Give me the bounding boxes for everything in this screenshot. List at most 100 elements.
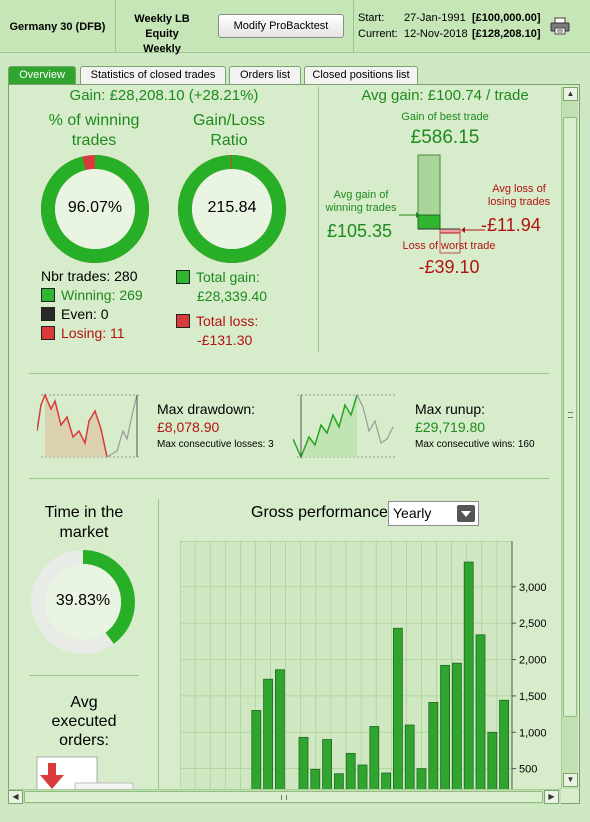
pct-winning-title-2: trades <box>71 132 117 149</box>
total-gain-swatch <box>176 270 190 284</box>
tab-overview[interactable]: Overview <box>8 66 76 85</box>
scroll-up-button[interactable]: ▲ <box>563 87 578 101</box>
pct-winning-value: 96.07% <box>67 199 123 216</box>
gain-loss-title-2: Ratio <box>210 132 248 149</box>
avg-loss-label-2: losing trades <box>487 196 551 208</box>
start-value: [£100,000.00] <box>472 12 541 24</box>
current-date: 12-Nov-2018 <box>404 28 468 40</box>
drawdown-line-after <box>106 394 138 458</box>
avg-orders-title: Avg executed orders: <box>29 693 139 750</box>
chart-ytick-label: 3,000 <box>519 582 547 594</box>
drawdown-sub: Max consecutive losses: 3 <box>157 439 274 450</box>
time-market-title-2: market <box>59 524 109 541</box>
chart-bar <box>392 627 403 803</box>
tab-orders-list[interactable]: Orders list <box>229 66 301 84</box>
current-label: Current: <box>358 28 398 40</box>
chart-bar <box>345 752 356 803</box>
vertical-scrollbar[interactable]: ▲ ▼ <box>561 87 578 789</box>
scroll-grip-h-icon <box>281 795 287 800</box>
chart-bar <box>440 664 451 803</box>
chart-ytick-label: 500 <box>519 764 537 776</box>
vertical-scroll-thumb[interactable] <box>563 117 577 717</box>
total-gain-value: £28,339.40 <box>197 288 268 304</box>
donut2-center <box>192 169 272 249</box>
horizontal-scroll-thumb[interactable] <box>24 791 543 803</box>
down-arrow-stem <box>48 763 56 777</box>
runup-area <box>301 395 357 457</box>
total-loss-swatch <box>176 314 190 328</box>
time-market-title: Time in the market <box>29 503 139 543</box>
drawdown-area <box>45 395 107 457</box>
runup-title: Max runup: <box>415 401 486 417</box>
total-loss-label: Total loss: <box>196 313 259 329</box>
chart-bar <box>310 768 321 803</box>
avg-orders-title-2: executed <box>51 713 117 730</box>
winning-count: Winning: 269 <box>41 287 143 303</box>
avg-gain-title: Avg gain: £100.74 / trade <box>327 87 563 104</box>
chart-bar <box>404 724 415 803</box>
period-select[interactable]: Yearly <box>388 501 479 526</box>
pct-winning-donut <box>41 155 149 263</box>
worst-trade-label: Loss of worst trade <box>402 240 496 252</box>
chart-bar <box>298 736 309 803</box>
runup-value: £29,719.80 <box>415 419 486 435</box>
gain-loss-title-1: Gain/Loss <box>192 112 266 129</box>
runup-line-after <box>356 394 394 444</box>
losing-count: Losing: 11 <box>41 325 125 341</box>
total-loss: Total loss: -£131.30 <box>176 312 258 350</box>
header: Germany 30 (DFB) Weekly LB Equity Weekly… <box>0 0 590 55</box>
chart-ytick-label: 1,500 <box>519 691 547 703</box>
current-row: Current: 12-Nov-2018 [£128,208.10] <box>358 28 541 42</box>
time-market-arc <box>31 550 135 654</box>
chart-bar <box>451 662 462 803</box>
strategy-cell: Weekly LB Equity Weekly Modify ProBackte… <box>116 0 354 55</box>
chart-bar <box>475 634 486 803</box>
avg-win-label-1: Avg gain of <box>333 189 389 201</box>
gross-performance-chart: 500 1,000 1,500 2,000 2,500 3,000 <box>180 541 547 803</box>
down-arrow-icon <box>40 775 64 789</box>
printer-icon[interactable] <box>550 17 570 35</box>
avg-loss-arrow <box>461 227 465 233</box>
chart-bar <box>263 678 273 803</box>
start-date: 27-Jan-1991 <box>404 12 466 24</box>
avg-win-label-2: winning trades <box>325 202 397 214</box>
strategy-line-1: Weekly LB Equity <box>134 13 190 40</box>
date-range-cell: Start: 27-Jan-1991 [£100,000.00] Current: 1… <box>354 0 590 53</box>
modify-probacktest-button[interactable]: Modify ProBacktest <box>218 14 344 38</box>
tab-statistics[interactable]: Statistics of closed trades <box>80 66 226 84</box>
scroll-left-button[interactable]: ◀ <box>8 790 23 804</box>
winning-text: Winning: 269 <box>61 287 143 303</box>
scroll-down-button[interactable]: ▼ <box>563 773 578 787</box>
time-market-center <box>45 564 121 640</box>
worst-trade-value: -£39.10 <box>418 257 480 277</box>
best-trade-value: £586.15 <box>410 127 480 148</box>
chart-bar <box>357 764 368 803</box>
gain-loss-title: Gain/Loss Ratio <box>169 111 289 151</box>
chart-ytick-label: 2,000 <box>519 655 547 667</box>
horizontal-scrollbar[interactable]: ◀ ▶ <box>8 789 561 804</box>
even-count: Even: 0 <box>41 306 108 322</box>
strategy-line-2: Weekly <box>143 43 181 55</box>
gross-title: Gross performance <box>251 504 388 521</box>
chart-bar <box>416 768 427 803</box>
drawdown-title: Max drawdown: <box>157 401 256 417</box>
avg-win-value: £105.35 <box>327 221 393 241</box>
gain-loss-value: 215.84 <box>207 199 257 216</box>
chevron-down-icon[interactable] <box>457 505 475 522</box>
avg-loss-bar <box>439 228 461 234</box>
donut2-gain-arc <box>178 155 286 263</box>
scroll-right-button[interactable]: ▶ <box>544 790 559 804</box>
start-label: Start: <box>358 12 385 24</box>
avg-gain-bar-diagram <box>399 154 485 254</box>
donut-center <box>55 169 135 249</box>
avg-orders-title-1: Avg <box>70 694 98 711</box>
scroll-grip-icon <box>568 412 573 418</box>
start-row: Start: 27-Jan-1991 [£100,000.00] <box>358 12 541 26</box>
current-value: [£128,208.10] <box>472 28 541 40</box>
section-divider-3 <box>29 675 139 676</box>
chart-bar <box>499 699 510 803</box>
chart-bar <box>369 726 380 803</box>
avg-gain-title-text: Avg gain: £100.74 / trade <box>361 87 529 104</box>
chart-bar <box>275 669 285 803</box>
tab-closed-positions[interactable]: Closed positions list <box>304 66 418 84</box>
